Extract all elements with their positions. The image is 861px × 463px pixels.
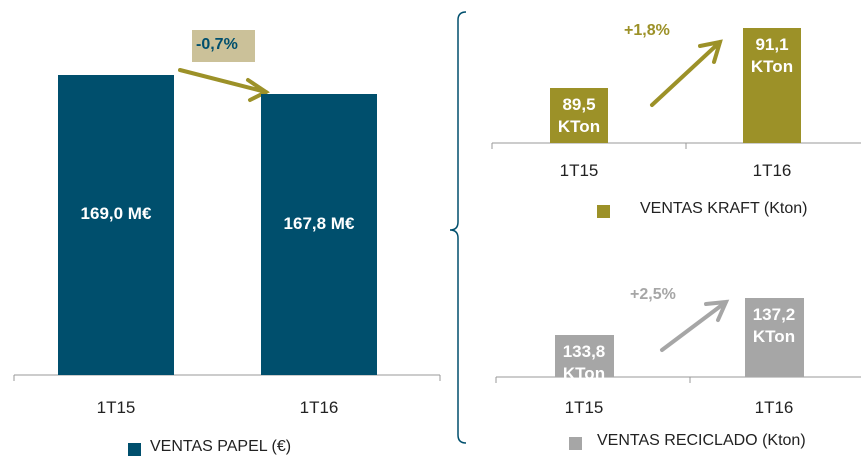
arrow — [650, 39, 723, 107]
legend-swatch — [597, 205, 610, 218]
brace — [449, 11, 467, 444]
legend-swatch — [569, 437, 582, 450]
arrow — [660, 299, 730, 352]
annotation: +1,8% — [624, 22, 670, 39]
x-tick-label: 1T15 — [564, 398, 604, 417]
bar — [554, 335, 614, 377]
x-tick-label: 1T15 — [559, 161, 599, 180]
annotation: +2,5% — [630, 286, 676, 303]
bar — [550, 87, 608, 143]
data-label: 91,1 KTon — [750, 35, 794, 77]
bar — [261, 94, 377, 375]
x-tick-label: 1T16 — [754, 398, 794, 417]
x-tick-label: 1T15 — [96, 398, 136, 417]
data-label: 167,8 M€ — [283, 213, 355, 233]
bar — [743, 28, 801, 143]
bar — [58, 75, 174, 375]
data-label: 133,8 KTon — [562, 342, 606, 384]
legend-label: VENTAS KRAFT (Kton) — [640, 200, 808, 217]
legend-label: VENTAS RECICLADO (Kton) — [597, 432, 806, 449]
annotation: -0,7% — [196, 36, 238, 53]
legend-label: VENTAS PAPEL (€) — [150, 438, 292, 455]
data-label: 169,0 M€ — [80, 204, 152, 224]
bar — [744, 297, 804, 377]
annotation-box — [192, 30, 255, 62]
data-label: 137,2 KTon — [752, 304, 796, 346]
x-tick-label: 1T16 — [752, 161, 792, 180]
x-tick-label: 1T16 — [299, 398, 339, 417]
arrow — [178, 68, 270, 102]
data-label: 89,5 KTon — [557, 94, 601, 136]
legend-swatch — [128, 443, 141, 456]
